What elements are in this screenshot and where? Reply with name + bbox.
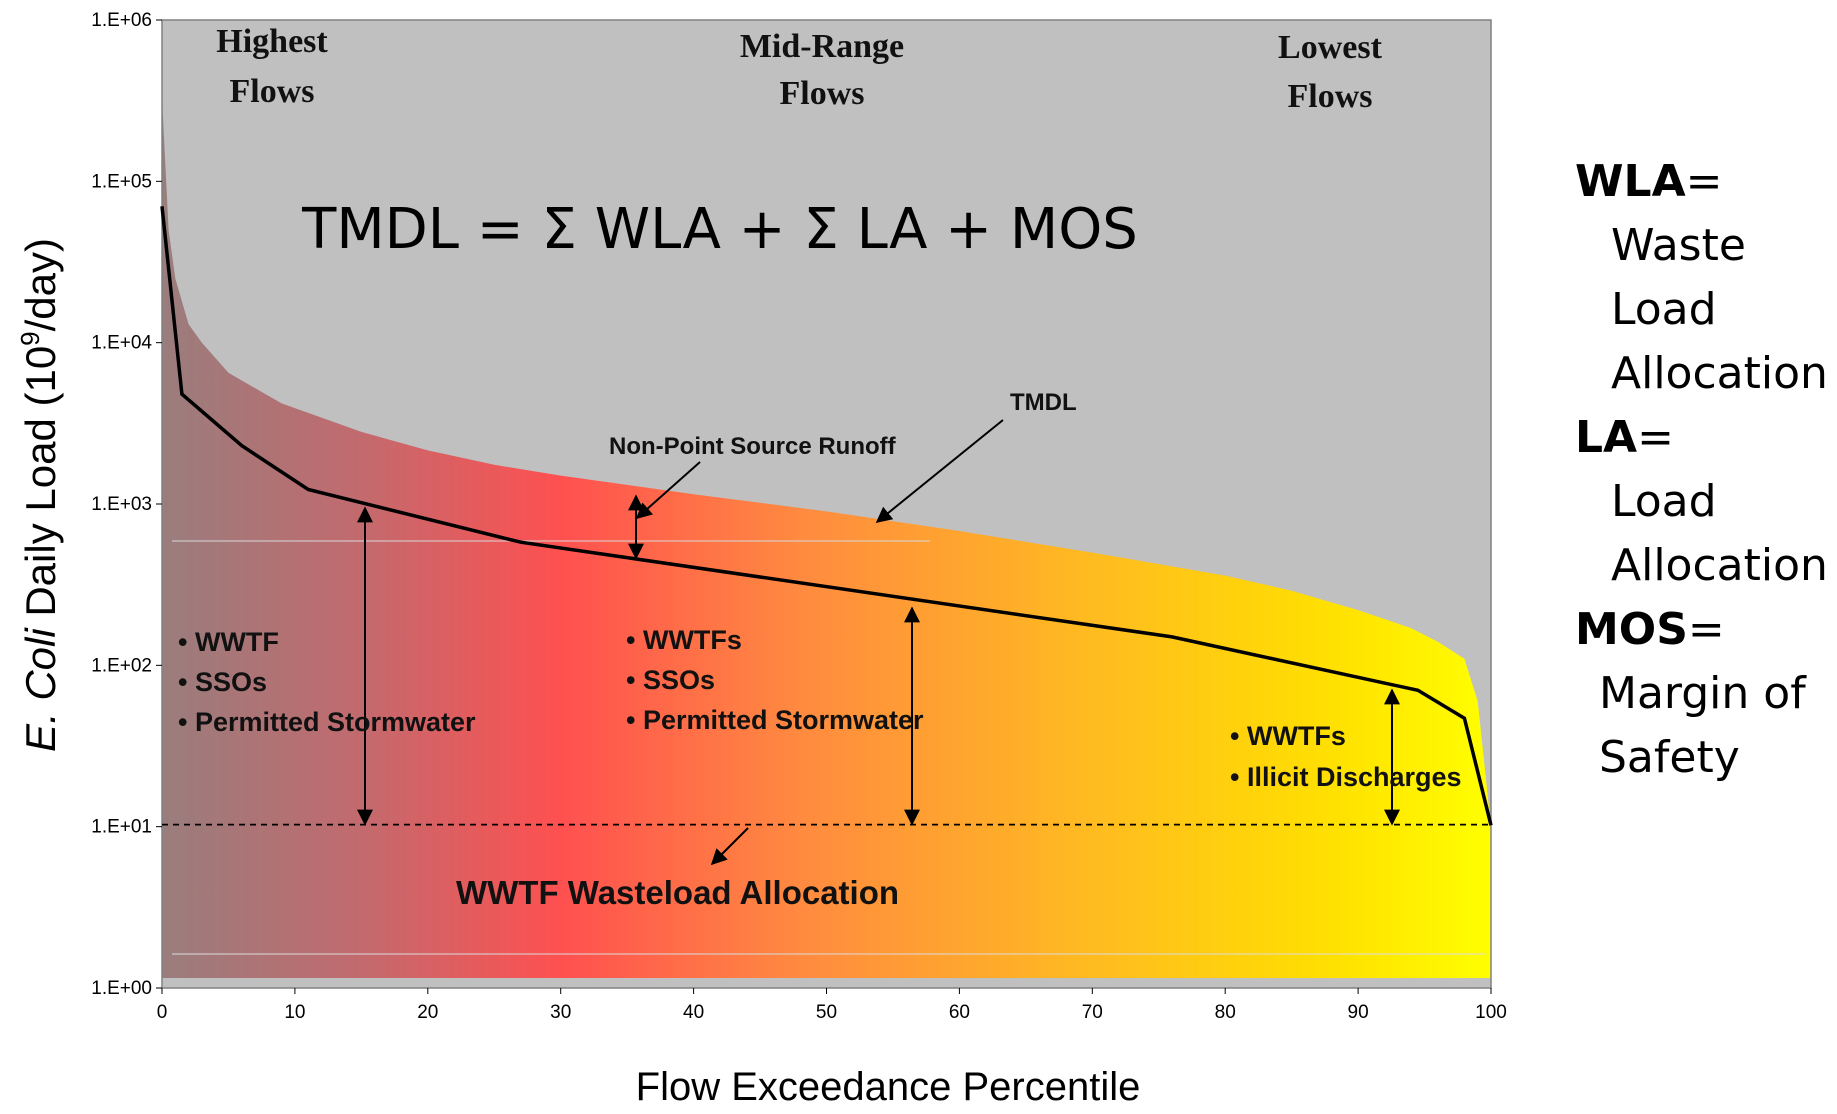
wwtf-label-pointer-arrow (710, 827, 749, 866)
x-tick-label: 10 (284, 1002, 305, 1023)
bullet-item: • Permitted Stormwater (178, 707, 476, 737)
x-tick-label: 60 (949, 1002, 970, 1023)
tmdl-equation: TMDL = Σ WLA + Σ LA + MOS (301, 197, 1138, 262)
bullet-item: • WWTFs (1230, 721, 1346, 751)
x-axis-ticks: 0 10 20 30 40 50 60 70 80 90 100 (157, 988, 1507, 1023)
bullet-item: • SSOs (178, 667, 267, 697)
x-tick-label: 80 (1215, 1002, 1236, 1023)
bullet-item: • WWTFs (626, 625, 742, 655)
wwtf-wasteload-label: WWTF Wasteload Allocation (456, 874, 899, 911)
y-tick-label: 1.E+04 (91, 333, 152, 354)
x-tick-label: 40 (683, 1002, 704, 1023)
tmdl-line (160, 206, 1493, 826)
legend-equals: = (1637, 412, 1674, 463)
y-tick-label: 1.E+00 (91, 978, 152, 999)
flow-zone-label: Lowest (1278, 29, 1383, 66)
flow-zone-label: Flows (1288, 78, 1373, 115)
nps-runoff-label: Non-Point Source Runoff (609, 433, 897, 460)
x-tick-label: 90 (1348, 1002, 1369, 1023)
bullet-item: • WWTF (178, 627, 279, 657)
nps-runoff-pointer-arrow (635, 461, 701, 520)
x-tick-label: 0 (157, 1002, 168, 1023)
legend-definition-line: Allocation (1611, 348, 1828, 399)
x-tick-label: 100 (1475, 1002, 1507, 1023)
flow-zone-label: Flows (780, 75, 865, 112)
tmdl-label: TMDL (1010, 389, 1077, 416)
annotation-arrows (357, 419, 1400, 866)
y-tick-label: 1.E+01 (91, 817, 152, 838)
bullets-mid-range-flows: • WWTFs • SSOs • Permitted Stormwater (626, 625, 924, 735)
flow-zone-labels: Highest Flows Mid-Range Flows Lowest Flows (216, 23, 1382, 115)
legend-definition-line: Waste (1611, 220, 1746, 271)
y-axis-label-organism: E. Coli (17, 627, 64, 752)
load-region-area (162, 97, 1491, 978)
legend-la-term: LA= (1575, 406, 1837, 470)
legend-equals: = (1687, 604, 1725, 655)
legend-definition-line: Load (1611, 284, 1717, 335)
legend-definition-line: Allocation (1611, 540, 1828, 591)
y-axis-ticks: 1.E+00 1.E+01 1.E+02 1.E+03 1.E+04 1.E+05 1.E+… (91, 10, 162, 999)
x-tick-label: 20 (417, 1002, 438, 1023)
x-tick-label: 50 (816, 1002, 837, 1023)
y-tick-label: 1.E+02 (91, 655, 152, 676)
legend-term: LA (1575, 412, 1638, 463)
flow-zone-label: Mid-Range (740, 28, 904, 65)
legend-definition-line: Load (1611, 476, 1717, 527)
x-axis-label: Flow Exceedance Percentile (636, 1065, 1141, 1109)
legend-definition-line: Margin of (1599, 668, 1806, 719)
bullet-item: • SSOs (626, 665, 715, 695)
y-axis-label-unit: /day) (17, 238, 64, 331)
y-tick-label: 1.E+06 (91, 10, 152, 31)
y-tick-label: 1.E+03 (91, 494, 152, 515)
bullets-high-flows: • WWTF • SSOs • Permitted Stormwater (178, 627, 476, 737)
legend-term: WLA (1575, 156, 1686, 207)
tmdl-pointer-arrow (875, 419, 1004, 524)
y-axis-label-main: Daily Load (10 (17, 346, 64, 629)
legend-wla-term: WLA= (1575, 150, 1837, 214)
y-tick-label: 1.E+05 (91, 171, 152, 192)
flow-zone-label: Highest (216, 23, 328, 60)
bullet-item: • Permitted Stormwater (626, 705, 924, 735)
x-tick-label: 70 (1082, 1002, 1103, 1023)
legend-term: MOS (1575, 604, 1688, 655)
y-axis-label: E. Coli Daily Load (109/day) (15, 238, 64, 752)
legend-equals: = (1685, 156, 1723, 207)
flow-zone-label: Flows (230, 73, 315, 110)
abbreviation-legend: WLA= Waste Load Allocation LA= Load Allo… (1575, 150, 1837, 790)
legend-mos-term: MOS= (1575, 598, 1837, 662)
bullet-item: • Illicit Discharges (1230, 762, 1462, 792)
x-tick-label: 30 (550, 1002, 571, 1023)
y-axis-label-exponent: 9 (15, 331, 45, 345)
legend-definition-line: Safety (1599, 732, 1740, 783)
bullets-lowest-flows: • WWTFs • Illicit Discharges (1230, 721, 1462, 792)
